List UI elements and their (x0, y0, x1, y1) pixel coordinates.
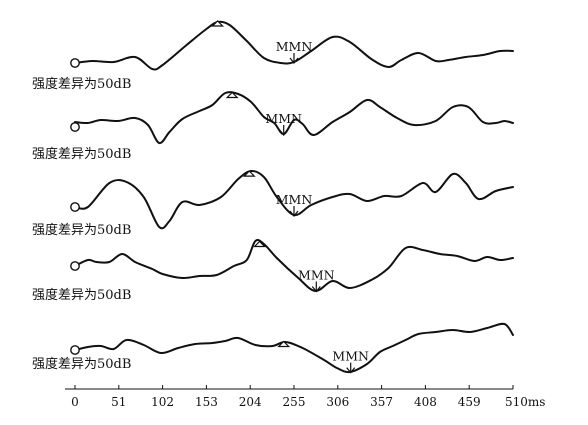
peak-marker-4 (253, 240, 267, 248)
mmn-arrow-2 (279, 125, 289, 136)
mmn-label-2: MMN (265, 111, 302, 126)
x-tick-label-510: 510ms (505, 395, 545, 409)
mmn-label-3: MMN (276, 192, 313, 207)
x-tick-label-459: 459 (458, 395, 481, 409)
waveform-3 (74, 169, 514, 230)
mmn-arrow-3 (289, 206, 299, 217)
start-marker-4 (70, 261, 80, 271)
start-marker-3 (70, 202, 80, 212)
condition-label-2: 强度差异为50dB (32, 146, 131, 162)
peak-marker-2 (225, 91, 239, 99)
x-tick-label-408: 408 (414, 395, 437, 409)
mmn-label-4: MMN (298, 268, 335, 283)
x-tick-label-357: 357 (370, 395, 393, 409)
waveform-5 (74, 322, 514, 374)
start-marker-1 (70, 58, 80, 68)
x-tick-label-204: 204 (239, 395, 262, 409)
condition-label-1: 强度差异为50dB (32, 76, 131, 92)
x-tick-label-255: 255 (283, 395, 306, 409)
mmn-label-5: MMN (332, 349, 369, 364)
x-tick-label-102: 102 (151, 395, 174, 409)
mmn-arrow-4 (311, 281, 321, 293)
x-tick-label-51: 51 (111, 395, 126, 409)
start-marker-5 (70, 345, 80, 355)
mmn-label-1: MMN (276, 39, 313, 54)
x-tick-label-0: 0 (71, 395, 79, 409)
mmn-arrow-1 (289, 53, 299, 64)
start-marker-2 (70, 122, 80, 132)
peak-marker-3 (242, 170, 256, 177)
peak-marker-5 (277, 340, 291, 348)
x-tick-label-306: 306 (326, 395, 349, 409)
waveform-4 (74, 238, 514, 292)
condition-label-5: 强度差异为50dB (32, 356, 131, 372)
condition-label-3: 强度差异为50dB (32, 222, 131, 238)
mmn-arrow-5 (346, 362, 356, 374)
peak-marker-1 (211, 20, 225, 27)
x-tick-label-153: 153 (195, 395, 218, 409)
condition-label-4: 强度差异为50dB (32, 287, 131, 303)
